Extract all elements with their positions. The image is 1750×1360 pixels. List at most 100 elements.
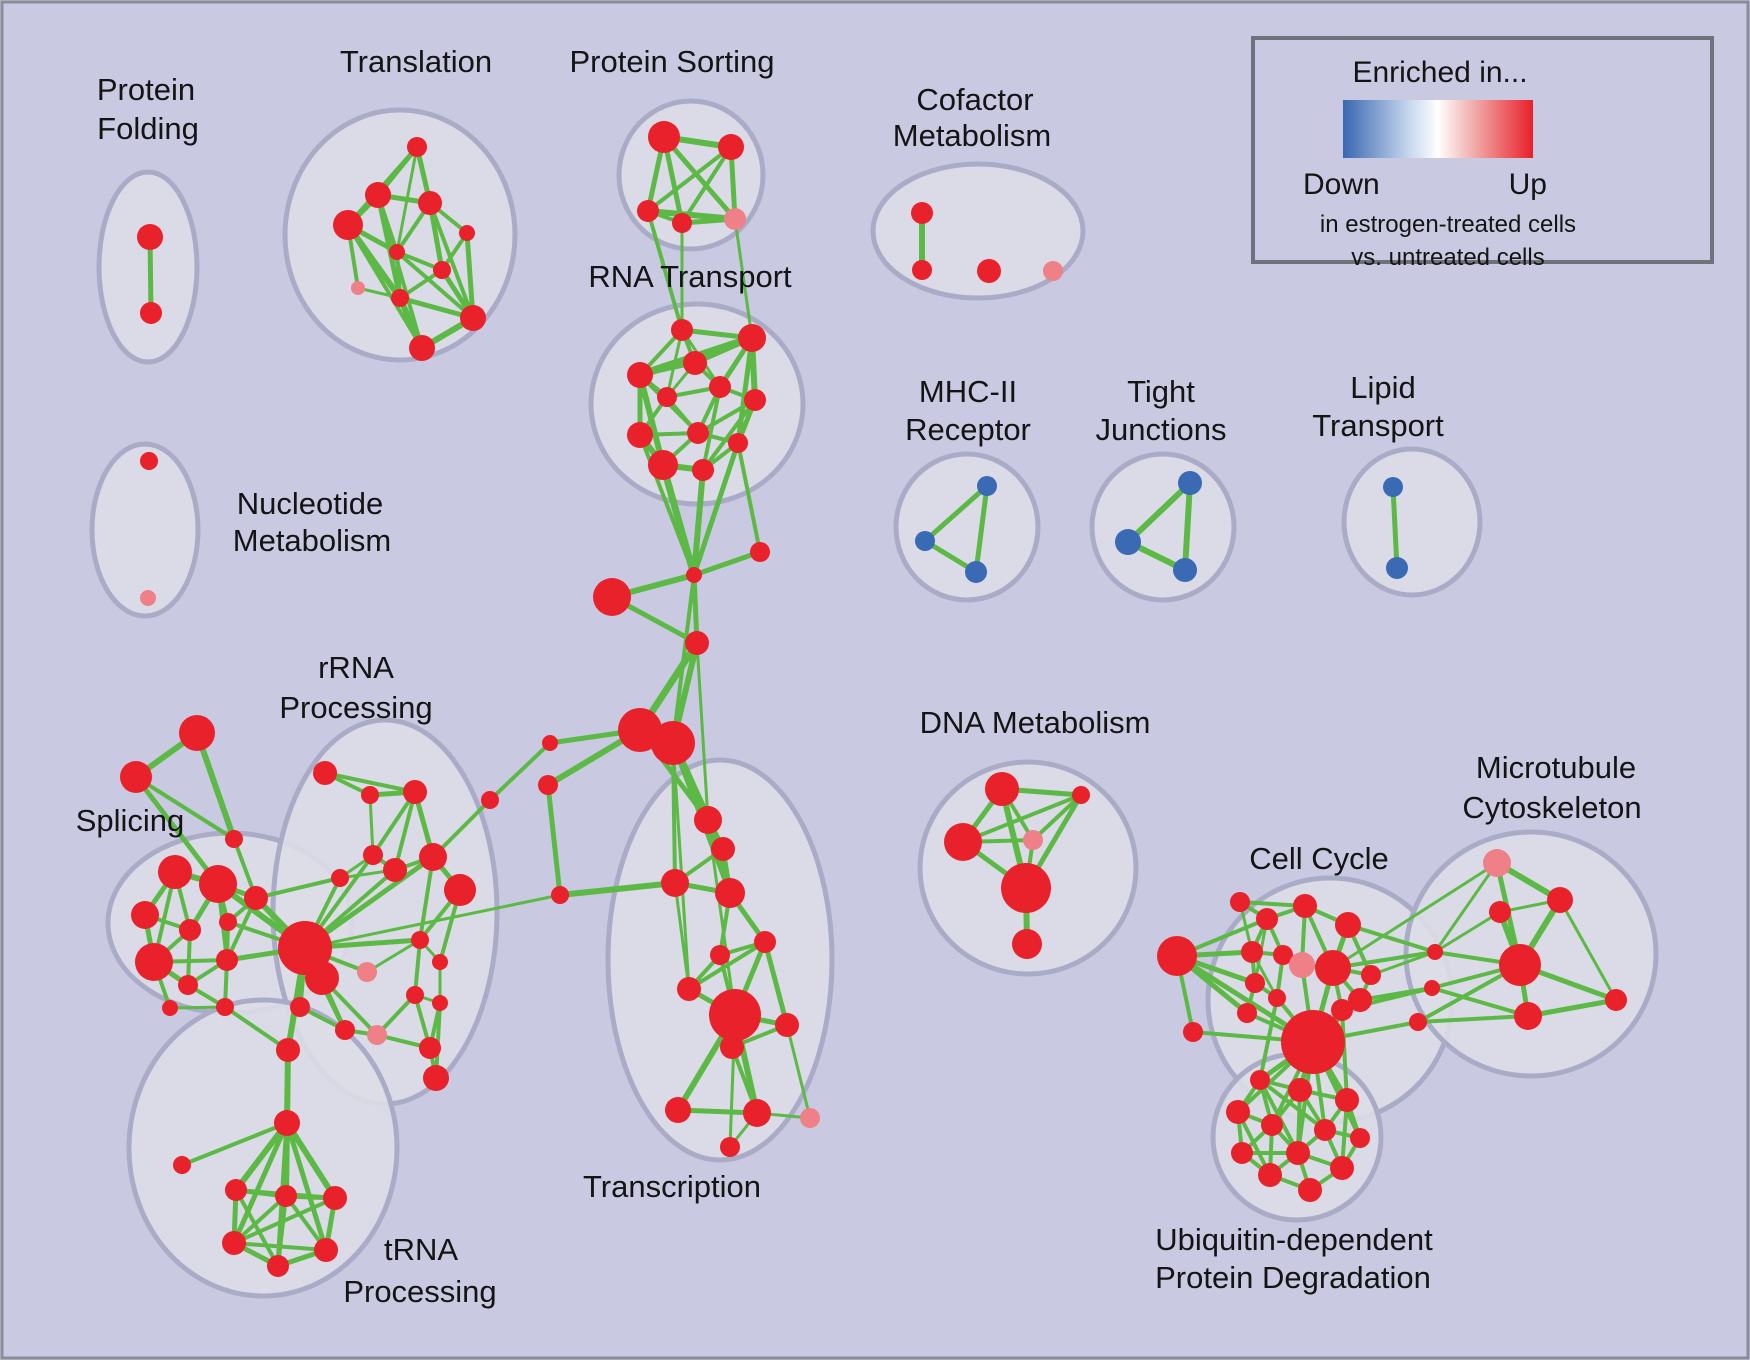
edge-tr5-tr6: [232, 1196, 337, 1245]
node-tr4: [275, 1185, 297, 1207]
legend-caption-line2: vs. untreated cells: [1351, 244, 1544, 271]
node-tx11: [665, 1097, 691, 1123]
edge-mt5-mt6: [1525, 997, 1619, 1019]
node-c5: [618, 708, 662, 752]
edge-t4-t11: [346, 223, 424, 350]
cluster-ellipse-trna-processing: [126, 997, 400, 1299]
node-rt8: [687, 422, 709, 444]
cluster-label-cell-cycle: Cell Cycle: [1249, 841, 1389, 876]
node-mt1: [1483, 849, 1511, 877]
edge-r1-r3: [323, 771, 417, 794]
edge-cc14-mt7: [1369, 950, 1437, 977]
node-mt5: [1605, 989, 1627, 1011]
edge-t5-t10: [464, 230, 476, 321]
node-r7: [419, 843, 447, 871]
node-tr1: [274, 1110, 300, 1136]
legend-caption-line1: in estrogen-treated cells: [1320, 211, 1576, 238]
node-nm1: [140, 452, 158, 470]
node-r10: [305, 961, 339, 995]
node-cf1: [911, 202, 933, 224]
node-s2: [199, 865, 237, 903]
edge-ps3-rt1: [646, 209, 684, 332]
node-cc15: [1183, 1022, 1203, 1042]
edge-rt7-rt12: [701, 398, 757, 472]
edge-s3-r5: [254, 876, 342, 900]
node-mt3: [1489, 901, 1511, 923]
node-t6: [389, 244, 405, 260]
edge-mt1-mt7: [1433, 861, 1499, 954]
node-lt2: [1386, 557, 1408, 579]
edge-r2-r4: [368, 793, 375, 857]
edge-tj1-tj3: [1182, 480, 1193, 573]
cluster-label-lipid-transport-line1: Lipid: [1350, 370, 1416, 405]
node-r16: [367, 1025, 387, 1045]
node-tx8: [709, 989, 761, 1041]
edge-mt6-mt9: [1416, 1014, 1530, 1024]
edge-rt10-c1: [691, 440, 741, 578]
node-cc3: [1293, 894, 1317, 918]
node-r8: [444, 874, 476, 906]
node-r20: [423, 1065, 449, 1091]
node-cc14: [1361, 965, 1381, 985]
node-cc1: [1230, 892, 1250, 912]
node-u10: [1330, 1156, 1354, 1180]
node-r1: [313, 761, 337, 785]
cluster-label-translation: Translation: [340, 44, 492, 79]
edge-t3-t10: [428, 201, 475, 320]
edge-c1-c2: [691, 549, 763, 578]
edge-sa-sc: [194, 730, 237, 842]
node-cc5: [1241, 941, 1263, 963]
node-r18: [290, 997, 310, 1017]
node-s9: [216, 949, 238, 971]
node-mt9: [1409, 1013, 1427, 1031]
edge-m1-m2: [922, 483, 990, 544]
edge-tx5-tx7: [687, 940, 767, 991]
node-mt6: [1514, 1002, 1542, 1030]
edge-rt2-rt10: [735, 335, 755, 446]
node-t9: [391, 289, 409, 307]
edge-tr3-tr8: [234, 1188, 280, 1268]
node-cc7: [1289, 952, 1315, 978]
node-m3: [965, 561, 987, 583]
node-t2: [365, 182, 391, 208]
node-s5: [179, 919, 201, 941]
cluster-label-cofactor-metabolism-line2: Metabolism: [893, 118, 1052, 153]
node-t1: [407, 137, 427, 157]
edge-tr1-tr5: [284, 1120, 338, 1201]
node-rt10: [728, 433, 748, 453]
cluster-label-cofactor-metabolism-line1: Cofactor: [916, 82, 1033, 117]
node-tr7: [314, 1238, 338, 1262]
node-tj1: [1178, 471, 1202, 495]
node-tr5: [323, 1186, 347, 1210]
node-tx3: [661, 869, 689, 897]
edge-r3-r4: [371, 790, 417, 857]
edge-s10-c9: [223, 1005, 290, 1052]
node-tr2: [173, 1156, 191, 1174]
node-c1: [686, 567, 702, 583]
node-cc11: [1237, 1003, 1257, 1023]
node-mt7: [1427, 944, 1443, 960]
cluster-labels: Protein Folding Translation Protein Sorting…: [76, 44, 1642, 1309]
edge-sb-s2: [133, 774, 221, 887]
node-ps4: [672, 213, 692, 233]
edge-mt2-mt5: [1558, 898, 1618, 1002]
edge-tr1-tr7: [284, 1120, 329, 1253]
node-rt7: [744, 389, 766, 411]
legend-gradient-bar: [1343, 100, 1533, 158]
legend-title: Enriched in...: [1352, 56, 1527, 89]
node-b2: [481, 791, 499, 809]
node-s4: [131, 901, 159, 929]
edge-sb-sc: [134, 775, 236, 841]
node-r14: [406, 986, 424, 1004]
node-r4: [363, 845, 383, 865]
cluster-label-microtubule-cytoskeleton-line2: Cytoskeleton: [1462, 790, 1641, 825]
node-r15: [432, 995, 448, 1011]
node-b0: [542, 735, 558, 751]
node-tr8: [267, 1255, 289, 1277]
node-tx14: [720, 1137, 740, 1157]
node-d2: [1072, 786, 1090, 804]
node-m1: [977, 476, 997, 496]
legend-down-label: Down: [1303, 168, 1380, 201]
node-pf2: [140, 302, 162, 324]
